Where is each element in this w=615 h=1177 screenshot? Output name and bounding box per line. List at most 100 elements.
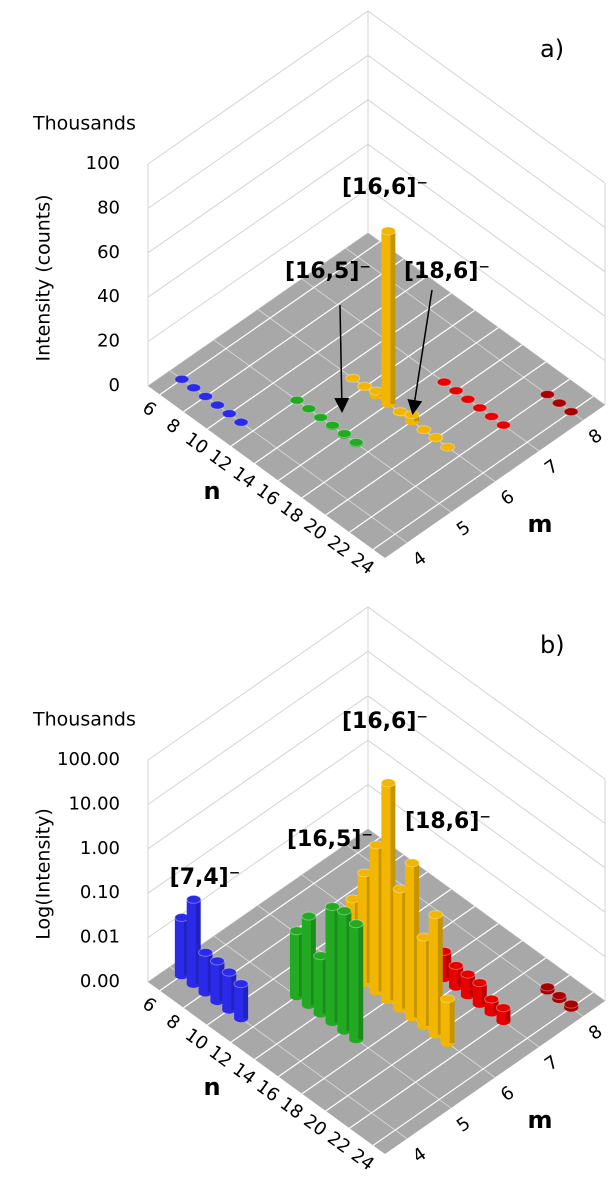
bar [473,404,487,412]
bar-cap [381,227,395,235]
bar [441,995,455,1047]
bar [437,378,451,386]
z-tick-label: 4 [409,1143,430,1167]
y-axis-title: Intensity (counts) [33,194,55,361]
bar [381,227,395,408]
bar-cap [405,859,419,867]
panel-label: a) [540,35,564,63]
bar [496,1004,510,1025]
bar-cap [346,374,360,382]
unit-label: Thousands [32,709,136,731]
y-tick-label: 100 [86,153,120,174]
z-tick-label: 8 [585,425,606,449]
panel-label: b) [540,631,565,659]
x-tick-label: 10 [181,428,212,458]
bar [302,405,316,413]
y-tick-label: 0.10 [80,882,120,903]
bar-cap [496,1004,510,1012]
bar-cap [405,411,419,419]
bar [234,418,248,426]
z-tick-label: 7 [541,456,562,480]
bar [346,374,360,382]
bar [540,390,554,398]
bar-cap [290,396,304,404]
bar [552,399,566,407]
bar-shade [390,231,395,404]
x-tick-label: 22 [323,1128,354,1158]
bar [222,410,236,418]
bar-cap [564,1000,578,1008]
bar-cap [441,443,455,451]
bar-cap [473,404,487,412]
y-tick-label: 40 [97,286,120,307]
z-axis-title: m [527,1106,552,1134]
x-tick-label: 14 [229,463,260,493]
x-tick-label: 18 [276,497,307,527]
bar-shade [450,999,455,1043]
z-tick-label: 6 [497,1082,518,1106]
bar-cap [429,911,443,919]
x-tick-label: 24 [347,549,378,579]
x-tick-label: 6 [138,993,160,1017]
y-tick-label: 0.01 [80,927,120,948]
bar-cap [381,779,395,787]
z-tick-label: 7 [541,1052,562,1076]
bar-cap [302,405,316,413]
x-tick-label: 8 [162,415,184,439]
bar-cap [187,895,201,903]
bar-cap [473,979,487,987]
bar-cap [461,395,475,403]
bar-cap [234,418,248,426]
annotation: [16,5]⁻ [285,259,371,284]
bar-cap [441,995,455,1003]
bar-cap [302,912,316,920]
bar [564,1000,578,1012]
bar [485,412,499,420]
bar-cap [222,410,236,418]
x-tick-label: 6 [138,397,160,421]
bar [461,395,475,403]
bar-shade [243,984,248,1019]
z-tick-label: 5 [453,517,474,541]
bar [441,443,455,451]
bar [564,408,578,416]
bar-cap [234,980,248,988]
bar [429,433,443,442]
x-tick-label: 16 [252,480,283,510]
grid-line [148,607,605,779]
z-tick-label: 6 [497,486,518,510]
x-tick-label: 22 [323,532,354,562]
bar-cap [485,412,499,420]
y-tick-label: 100.00 [57,749,120,770]
bar [314,413,328,421]
grid-line [148,11,605,183]
bar-cap [540,983,554,991]
bar-shade [358,924,363,1040]
y-tick-label: 60 [97,242,120,263]
z-tick-label: 8 [585,1021,606,1045]
z-axis-title: m [527,510,552,538]
bar-cap [349,438,363,446]
bar [187,384,201,392]
grid-line [148,651,605,823]
bar [175,375,189,383]
bar [496,421,510,429]
bar-cap [326,421,340,429]
z-tick-label: 4 [409,547,430,571]
bar-cap [337,907,351,915]
bar-cap [337,430,351,438]
bar-cap [199,392,213,400]
bar-cap [417,426,431,434]
bar-cap [199,948,213,956]
x-tick-label: 12 [205,1042,236,1072]
bar-cap [210,957,224,965]
annotation: [18,6]⁻ [404,259,490,284]
x-tick-label: 20 [300,514,331,544]
annotation: [16,5]⁻ [287,827,373,852]
bar [540,983,554,995]
x-tick-label: 8 [162,1011,184,1035]
y-tick-label: 10.00 [68,793,120,814]
x-axis-title: n [203,1073,220,1101]
